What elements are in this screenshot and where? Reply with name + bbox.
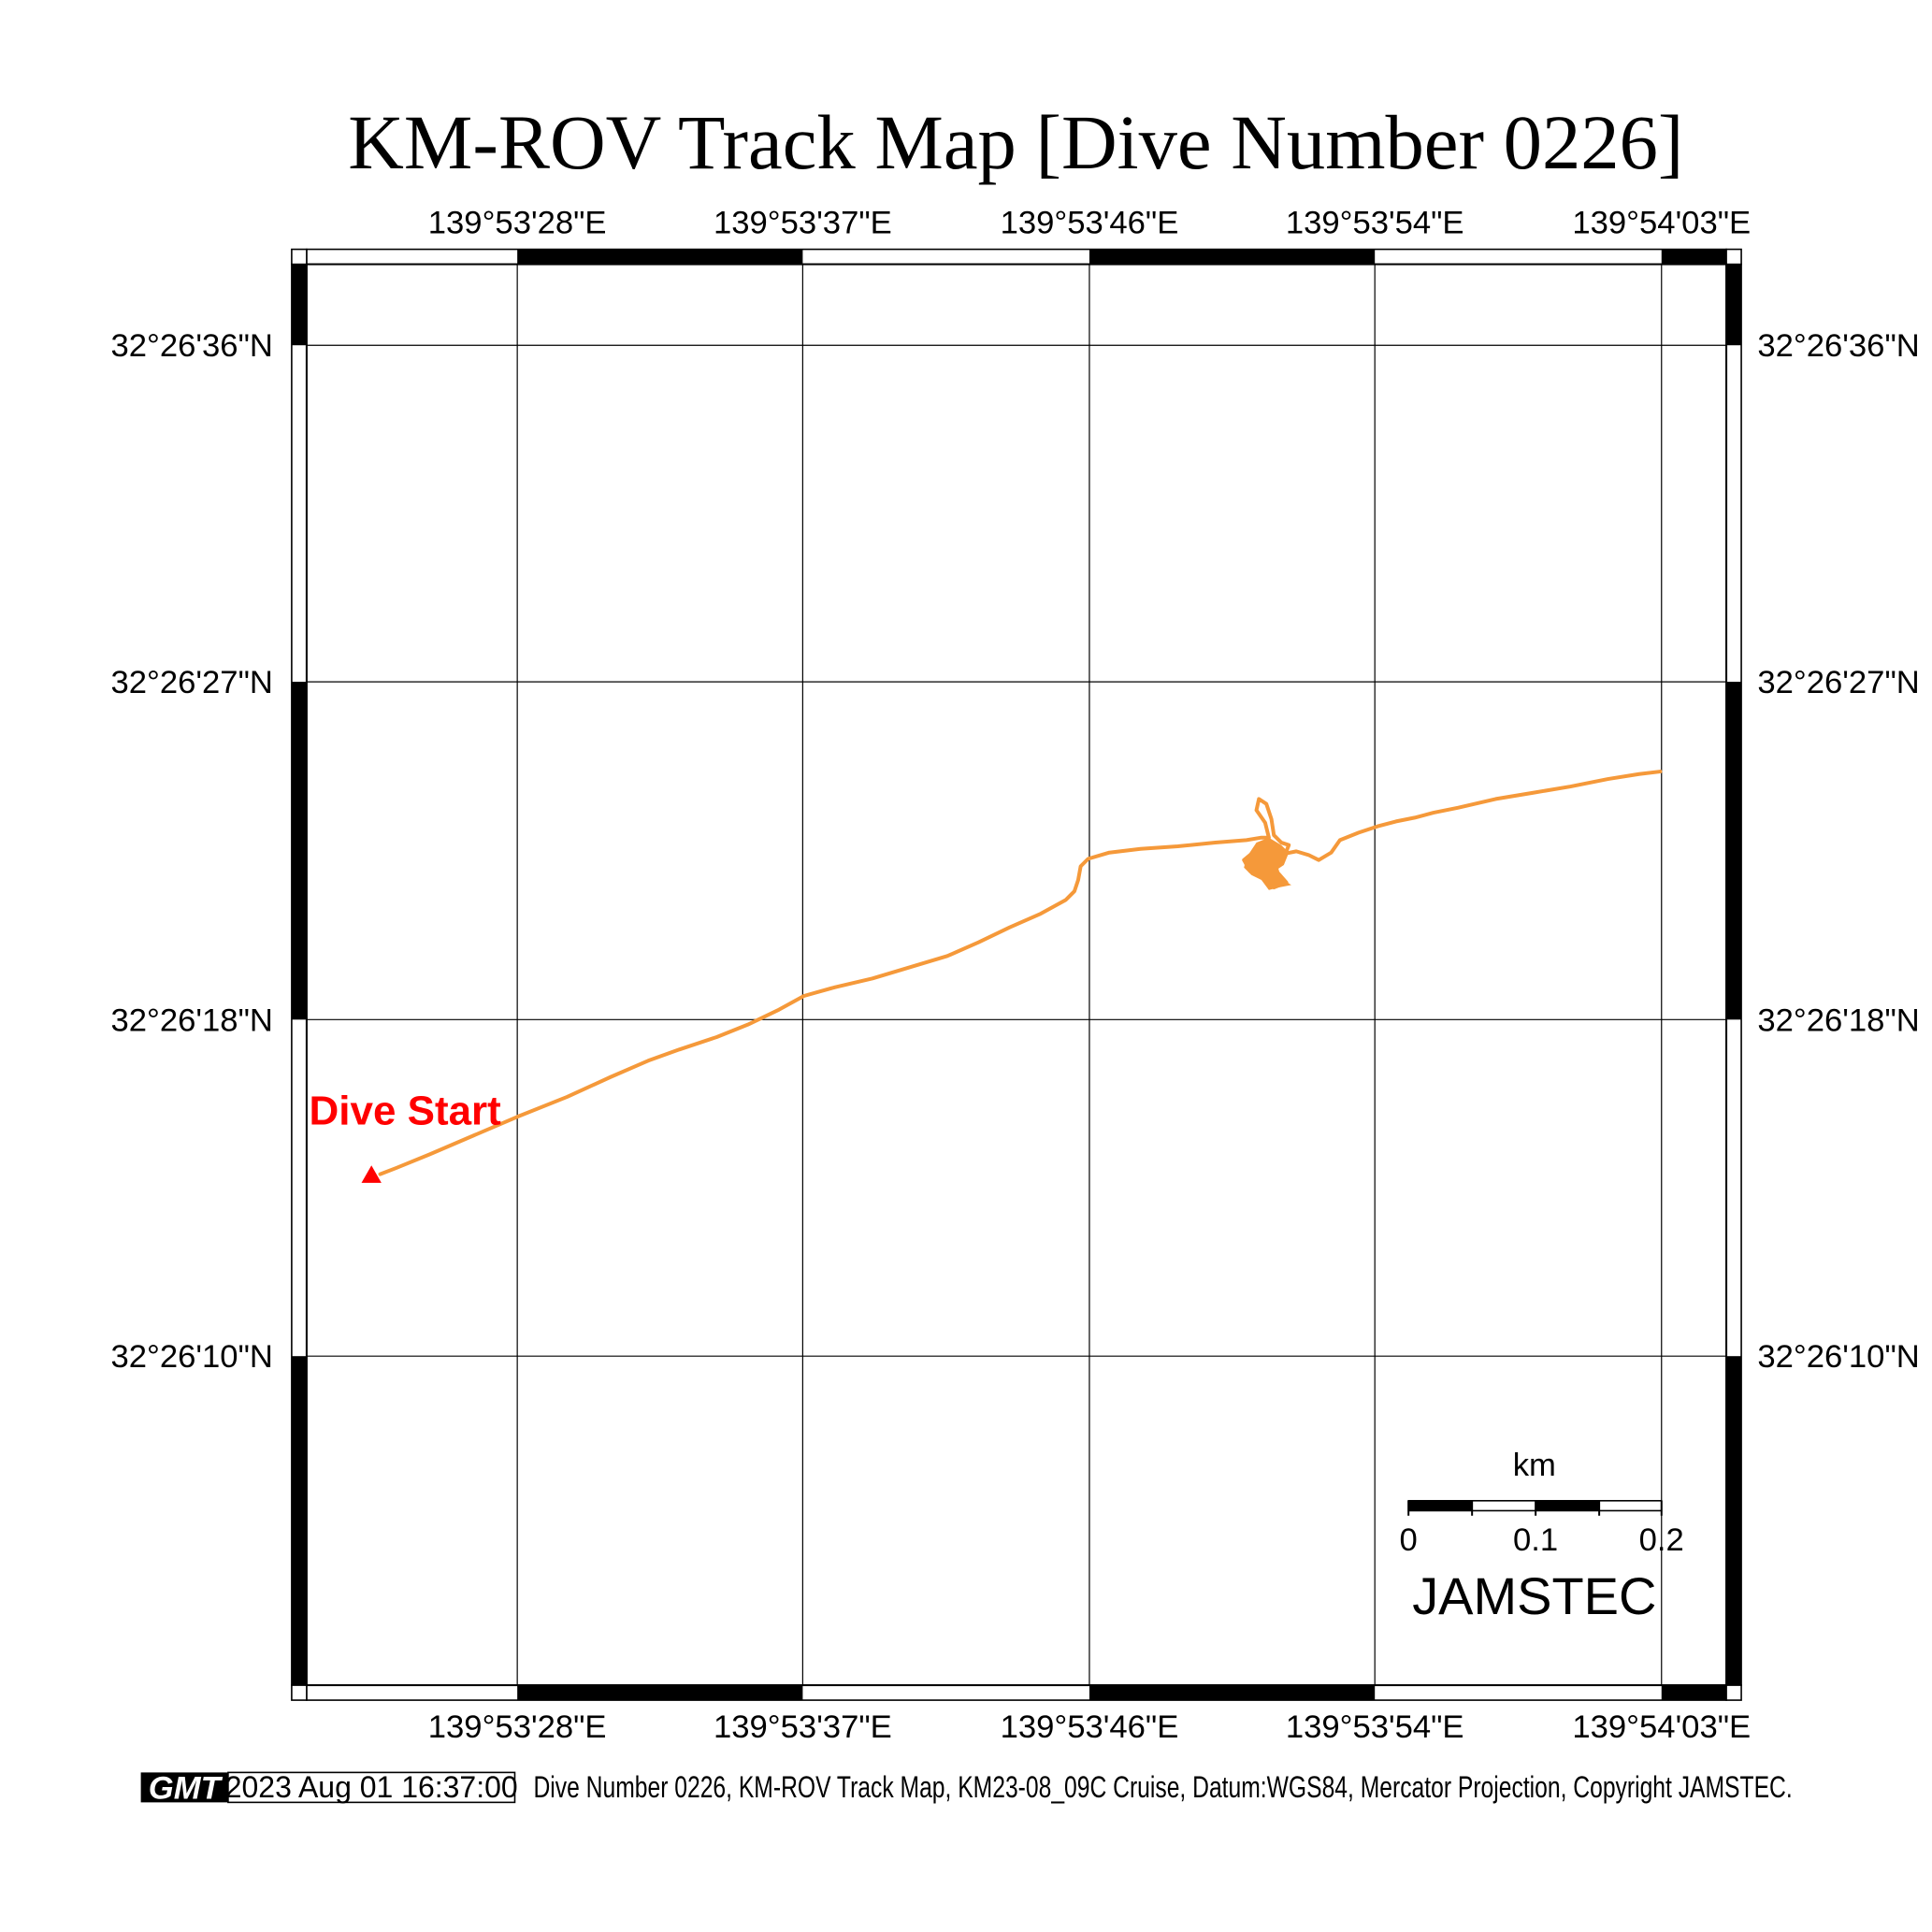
frame-segment-top xyxy=(1089,249,1376,265)
scale-bar: km 0 0.1 0.2 xyxy=(1400,1448,1684,1558)
frame-segment-right xyxy=(1726,682,1742,1020)
timestamp-box xyxy=(227,1771,516,1804)
lon-label: 139°54'03"E xyxy=(1572,1709,1751,1745)
scale-unit: km xyxy=(1513,1448,1556,1483)
lon-labels-bottom: 139°53'28"E 139°53'37"E 139°53'46"E 139°… xyxy=(428,1709,1751,1745)
scale-segment xyxy=(1408,1500,1473,1511)
frame-segment-left xyxy=(291,1356,307,1686)
map-area xyxy=(306,264,1727,1686)
frame-segment-top xyxy=(1661,249,1727,265)
frame-segment-right xyxy=(1726,1356,1742,1686)
lon-label: 139°53'46"E xyxy=(1001,1709,1179,1745)
map-title: KM-ROV Track Map [Dive Number 0226] xyxy=(348,99,1683,185)
frame-segment-left xyxy=(291,682,307,1020)
lon-label: 139°53'54"E xyxy=(1286,205,1464,240)
lon-labels-top: 139°53'28"E 139°53'37"E 139°53'46"E 139°… xyxy=(428,205,1751,240)
lon-label: 139°53'28"E xyxy=(428,1709,607,1745)
lat-label: 32°26'18"N xyxy=(111,1002,273,1038)
frame-segment-top xyxy=(517,249,803,265)
scale-tick-label: 0.1 xyxy=(1513,1522,1558,1558)
graticule xyxy=(306,264,1727,1686)
scale-tick-label: 0 xyxy=(1400,1522,1418,1558)
footer-caption: Dive Number 0226, KM-ROV Track Map, KM23… xyxy=(533,1770,1792,1804)
rov-track-line xyxy=(378,770,1663,1176)
frame-segment-bottom xyxy=(1089,1685,1376,1701)
lat-label: 32°26'27"N xyxy=(1757,665,1919,700)
frame-segment-bottom xyxy=(1661,1685,1727,1701)
dive-start-label: Dive Start xyxy=(310,1088,502,1133)
gmt-logo-text: GMT xyxy=(149,1770,223,1806)
dive-start-marker xyxy=(361,1165,382,1183)
lon-label: 139°53'37"E xyxy=(714,1709,892,1745)
lon-label: 139°54'03"E xyxy=(1572,205,1751,240)
lat-label: 32°26'36"N xyxy=(111,328,273,364)
scale-segment xyxy=(1536,1500,1600,1511)
lon-label: 139°53'28"E xyxy=(428,205,607,240)
scale-tick-label: 0.2 xyxy=(1639,1522,1684,1558)
footer: GMT 2023 Aug 01 16:37:00 Dive Number 022… xyxy=(140,1770,1793,1806)
jamstec-brand: JAMSTEC xyxy=(1412,1566,1656,1625)
lon-label: 139°53'37"E xyxy=(714,205,892,240)
timestamp: 2023 Aug 01 16:37:00 xyxy=(225,1770,518,1804)
lon-label: 139°53'46"E xyxy=(1001,205,1179,240)
lon-label: 139°53'54"E xyxy=(1286,1709,1464,1745)
lat-labels-left: 32°26'36"N 32°26'27"N 32°26'18"N 32°26'1… xyxy=(111,328,273,1375)
lat-label: 32°26'10"N xyxy=(111,1339,273,1375)
lat-labels-right: 32°26'36"N 32°26'27"N 32°26'18"N 32°26'1… xyxy=(1757,328,1919,1375)
survey-cluster xyxy=(1244,837,1291,890)
lat-label: 32°26'10"N xyxy=(1757,1339,1919,1375)
gmt-logo xyxy=(140,1772,228,1803)
map-frame xyxy=(291,248,1742,1701)
lat-label: 32°26'27"N xyxy=(111,665,273,700)
frame-segment-right xyxy=(1726,264,1742,346)
lat-label: 32°26'36"N xyxy=(1757,328,1919,364)
frame-segment-bottom xyxy=(517,1685,803,1701)
frame-segment-left xyxy=(291,264,307,346)
lat-label: 32°26'18"N xyxy=(1757,1002,1919,1038)
